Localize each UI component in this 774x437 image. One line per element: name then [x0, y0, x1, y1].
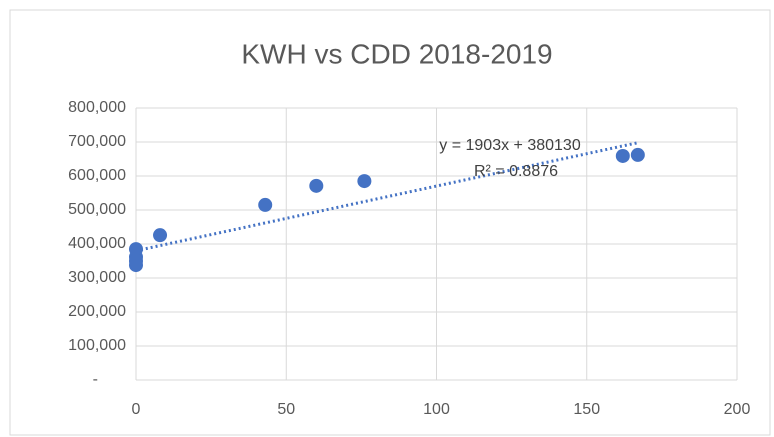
- x-tick-label: 50: [277, 401, 295, 418]
- point: [357, 174, 372, 189]
- trendline: [135, 141, 639, 253]
- y-tick-label: 700,000: [68, 133, 126, 150]
- y-tick-label: 400,000: [68, 235, 126, 252]
- x-tick-label: 150: [573, 401, 600, 418]
- point: [615, 148, 630, 163]
- point: [153, 228, 168, 243]
- chart-border: [9, 9, 771, 436]
- trendline-r2: R² = 0.8876: [474, 163, 558, 180]
- y-tick-label: 500,000: [68, 201, 126, 218]
- y-tick-label: 200,000: [68, 303, 126, 320]
- y-tick-label: 300,000: [68, 269, 126, 286]
- y-tick-label: -: [93, 371, 98, 388]
- x-tick-label: 0: [132, 401, 141, 418]
- x-tick-label: 100: [423, 401, 450, 418]
- y-tick-label: 800,000: [68, 99, 126, 116]
- y-tick-label: 600,000: [68, 167, 126, 184]
- point: [258, 197, 273, 212]
- chart-title: KWH vs CDD 2018-2019: [241, 38, 552, 69]
- y-tick-label: 100,000: [68, 337, 126, 354]
- trendline-equation: y = 1903x + 380130: [439, 137, 581, 154]
- point: [129, 242, 143, 257]
- point: [129, 254, 143, 268]
- point: [309, 178, 324, 193]
- point: [630, 147, 645, 162]
- x-tick-label: 200: [724, 401, 751, 418]
